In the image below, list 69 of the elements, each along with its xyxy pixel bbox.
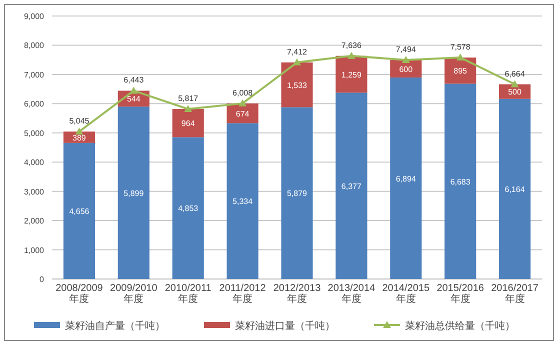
data-label: 5,334	[232, 197, 254, 206]
bar	[226, 123, 258, 279]
x-tick-label: 2016/2017年度	[491, 283, 539, 305]
data-label: 7,578	[450, 42, 471, 52]
data-label: 5,045	[69, 116, 90, 126]
point	[75, 128, 84, 135]
point	[402, 56, 410, 64]
y-tick-label: 4,000	[24, 158, 45, 168]
y-tick-label: 9,000	[24, 12, 45, 21]
y-tick-label: 7,000	[24, 70, 45, 80]
y-tick-label: 1,000	[24, 246, 45, 255]
y-tick-label: 6,000	[24, 100, 45, 109]
x-tick-label: 2011/2012年度	[219, 283, 266, 305]
x-tick-label: 2012/2013年度	[273, 283, 322, 305]
x-tick-label: 2015/2016年度	[436, 283, 484, 305]
data-label: 1,533	[286, 80, 308, 90]
x-tick-label: 2010/2011年度	[164, 283, 212, 305]
x-tick-label: 2014/2015年度	[382, 283, 430, 305]
x-tick-label: 2013/2014年度	[328, 283, 376, 305]
data-label: 5,817	[178, 94, 199, 104]
data-label: 964	[181, 119, 196, 128]
data-label: 600	[399, 64, 414, 74]
data-label: 5,899	[124, 188, 144, 198]
bar	[172, 109, 204, 138]
bar	[63, 142, 96, 279]
bar	[336, 92, 368, 279]
data-label: 7,412	[286, 47, 308, 56]
data-label: 500	[508, 88, 522, 97]
data-label: 895	[454, 66, 468, 76]
point	[456, 54, 464, 61]
y-tick-label: 0	[40, 275, 45, 284]
point	[130, 86, 138, 94]
data-label: 4,853	[178, 204, 199, 214]
point	[238, 99, 247, 106]
x-tick-label: 2008/2009年度	[56, 283, 104, 305]
data-label: 6,664	[504, 69, 526, 78]
x-tick-label: 2009/2010年度	[110, 283, 158, 305]
bar	[281, 62, 313, 108]
point	[184, 105, 192, 112]
data-label: 6,683	[450, 177, 471, 186]
data-label: 1,259	[341, 70, 362, 80]
y-tick-label: 2,000	[24, 216, 45, 226]
legend-label: 菜籽油总供给量（千吨）	[405, 320, 515, 332]
bar	[444, 84, 476, 279]
data-label: 6,894	[396, 174, 416, 184]
data-label: 7,636	[341, 40, 362, 50]
data-label: 6,377	[341, 182, 362, 191]
y-tick-label: 5,000	[24, 128, 45, 138]
data-label: 6,443	[124, 76, 144, 85]
data-label: 7,494	[396, 45, 416, 54]
y-tick-label: 3,000	[24, 187, 45, 196]
legend-label: 菜籽油进口量（千吨）	[235, 320, 335, 332]
bar	[281, 107, 313, 279]
bar	[118, 106, 150, 279]
legend-label: 菜籽油自产量（千吨）	[65, 320, 165, 332]
bar	[172, 137, 204, 279]
data-label: 6,008	[232, 88, 254, 98]
y-tick-label: 8,000	[24, 41, 45, 50]
point	[293, 58, 301, 66]
data-label: 544	[126, 94, 141, 104]
data-label: 674	[236, 109, 250, 118]
data-label: 389	[72, 133, 86, 142]
bar	[390, 78, 422, 279]
point	[347, 52, 356, 59]
bar	[498, 98, 531, 279]
data-label: 4,656	[69, 206, 90, 216]
data-label: 6,164	[504, 184, 526, 194]
point	[510, 80, 519, 88]
data-label: 5,879	[286, 189, 308, 198]
